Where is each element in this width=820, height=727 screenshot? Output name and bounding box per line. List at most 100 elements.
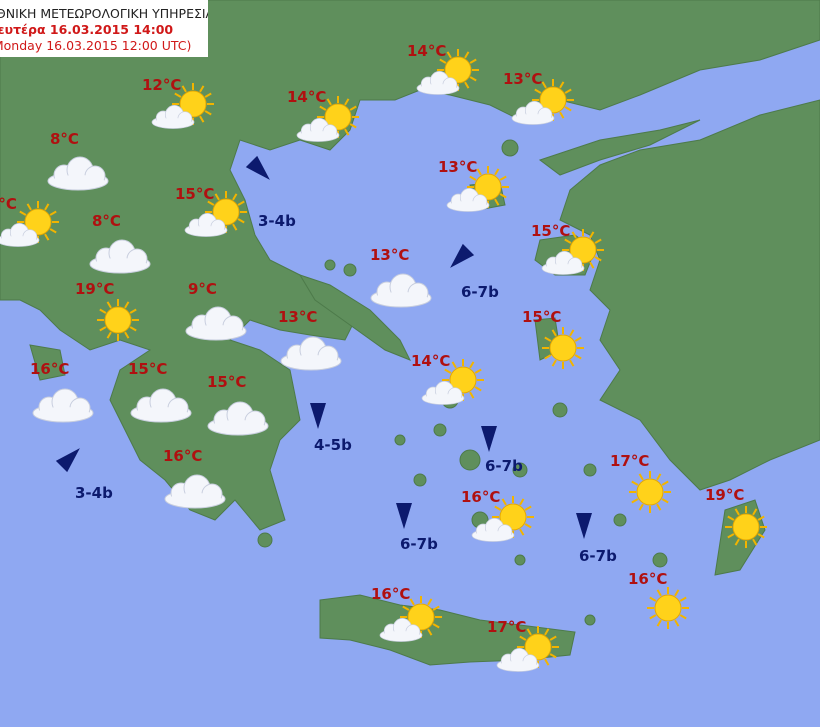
map-header: ΕΘΝΙΚΗ ΜΕΤΕΩΡΟΛΟΓΙΚΗ ΥΠΗΡΕΣΙΑ (HNMS) Δευ… — [0, 0, 208, 57]
cloud-icon — [280, 336, 342, 371]
cloud-icon — [164, 474, 226, 509]
cloudy-icon — [130, 388, 192, 423]
temperature-label: 16°C — [461, 488, 501, 506]
temperature-label: 9°C — [188, 280, 217, 298]
temperature-label: 13°C — [278, 308, 318, 326]
temperature-label: 17°C — [610, 452, 650, 470]
sun-icon — [629, 471, 671, 513]
temperature-label: 13°C — [438, 158, 478, 176]
temperature-label: 13°C — [370, 246, 410, 264]
partly-cloudy-icon — [471, 496, 534, 542]
cloud-icon — [496, 648, 540, 672]
sun-icon — [205, 191, 247, 233]
temperature-label: 14°C — [287, 88, 327, 106]
sunny-icon — [542, 327, 584, 369]
sunny-icon — [629, 471, 671, 513]
cloud-icon — [511, 101, 555, 125]
temperature-label: 8°C — [92, 212, 121, 230]
partly-cloudy-icon — [446, 166, 509, 212]
cloud-icon — [541, 251, 585, 275]
wind-force-label: 6-7b — [485, 457, 523, 475]
sunny-icon — [725, 506, 767, 548]
wind-arrow-icon — [576, 513, 592, 539]
local-forecast-time: Δευτέρα 16.03.2015 14:00 — [0, 22, 174, 37]
thrace — [538, 119, 701, 176]
wind-arrow-icon — [396, 503, 412, 529]
partly-cloudy-icon — [416, 49, 479, 95]
cloudy-icon — [207, 401, 269, 436]
euboea — [298, 274, 412, 361]
partly-cloudy-icon — [541, 229, 604, 275]
cloud-icon — [47, 156, 109, 191]
utc-forecast-time: (Monday 16.03.2015 12:00 UTC) — [0, 38, 192, 53]
cloudy-icon — [47, 156, 109, 191]
wind-arrow-icon — [55, 448, 80, 473]
sun-icon — [725, 506, 767, 548]
cloud-icon — [379, 618, 423, 642]
sun-icon — [442, 359, 484, 401]
sun-icon — [317, 96, 359, 138]
wind-force-label: 6-7b — [461, 283, 499, 301]
temperature-label: 16°C — [628, 570, 668, 588]
northern-mainland — [0, 0, 820, 531]
cloudy-icon — [32, 388, 94, 423]
temperature-label: 8°C — [50, 130, 79, 148]
sun-icon — [562, 229, 604, 271]
temperature-label: 15°C — [175, 185, 215, 203]
land — [0, 0, 820, 666]
cloudy-icon — [89, 239, 151, 274]
temperature-label: 16°C — [163, 447, 203, 465]
partly-cloudy-icon — [496, 626, 559, 672]
cloud-icon — [151, 105, 195, 129]
sun-icon — [467, 166, 509, 208]
kefalonia — [29, 344, 66, 381]
cloud-icon — [32, 388, 94, 423]
temperature-label: 15°C — [522, 308, 562, 326]
cloudy-icon — [185, 306, 247, 341]
wind-arrow-icon — [310, 403, 326, 429]
sun-icon — [17, 201, 59, 243]
sun-icon — [542, 327, 584, 369]
partly-cloudy-icon — [379, 596, 442, 642]
temperature-label: 17°C — [487, 618, 527, 636]
wind-arrow-icon — [481, 426, 497, 452]
temperature-label: 7°C — [0, 195, 17, 213]
symbols — [0, 49, 767, 672]
sunny-icon — [97, 299, 139, 341]
temperature-label: 19°C — [75, 280, 115, 298]
cloud-icon — [184, 213, 228, 237]
sun-icon — [437, 49, 479, 91]
cloud-icon — [421, 381, 465, 405]
cloud-icon — [296, 118, 340, 142]
cloud-icon — [185, 306, 247, 341]
sun-icon — [400, 596, 442, 638]
cloud-icon — [471, 518, 515, 542]
partly-cloudy-icon — [0, 201, 59, 247]
agency-name: ΕΘΝΙΚΗ ΜΕΤΕΩΡΟΛΟΓΙΚΗ ΥΠΗΡΕΣΙΑ (HNMS) — [0, 6, 208, 21]
cloud-icon — [130, 388, 192, 423]
wind-arrow-icon — [450, 243, 475, 268]
temperature-label: 15°C — [207, 373, 247, 391]
turkey — [559, 99, 820, 491]
temperature-label: 14°C — [407, 42, 447, 60]
wind-arrow-icon — [245, 155, 270, 180]
cloudy-icon — [280, 336, 342, 371]
cloudy-icon — [164, 474, 226, 509]
temperature-label: 15°C — [128, 360, 168, 378]
wind-force-label: 3-4b — [258, 212, 296, 230]
partly-cloudy-icon — [184, 191, 247, 237]
temperature-label: 16°C — [30, 360, 70, 378]
wind-force-label: 3-4b — [75, 484, 113, 502]
temperature-label: 19°C — [705, 486, 745, 504]
temperature-label: 15°C — [531, 222, 571, 240]
wind-force-label: 6-7b — [400, 535, 438, 553]
temperature-label: 14°C — [411, 352, 451, 370]
temperature-label: 13°C — [503, 70, 543, 88]
sunny-icon — [647, 587, 689, 629]
cloud-icon — [89, 239, 151, 274]
sun-icon — [647, 587, 689, 629]
temperature-label: 16°C — [371, 585, 411, 603]
cloud-icon — [370, 273, 432, 308]
partly-cloudy-icon — [421, 359, 484, 405]
